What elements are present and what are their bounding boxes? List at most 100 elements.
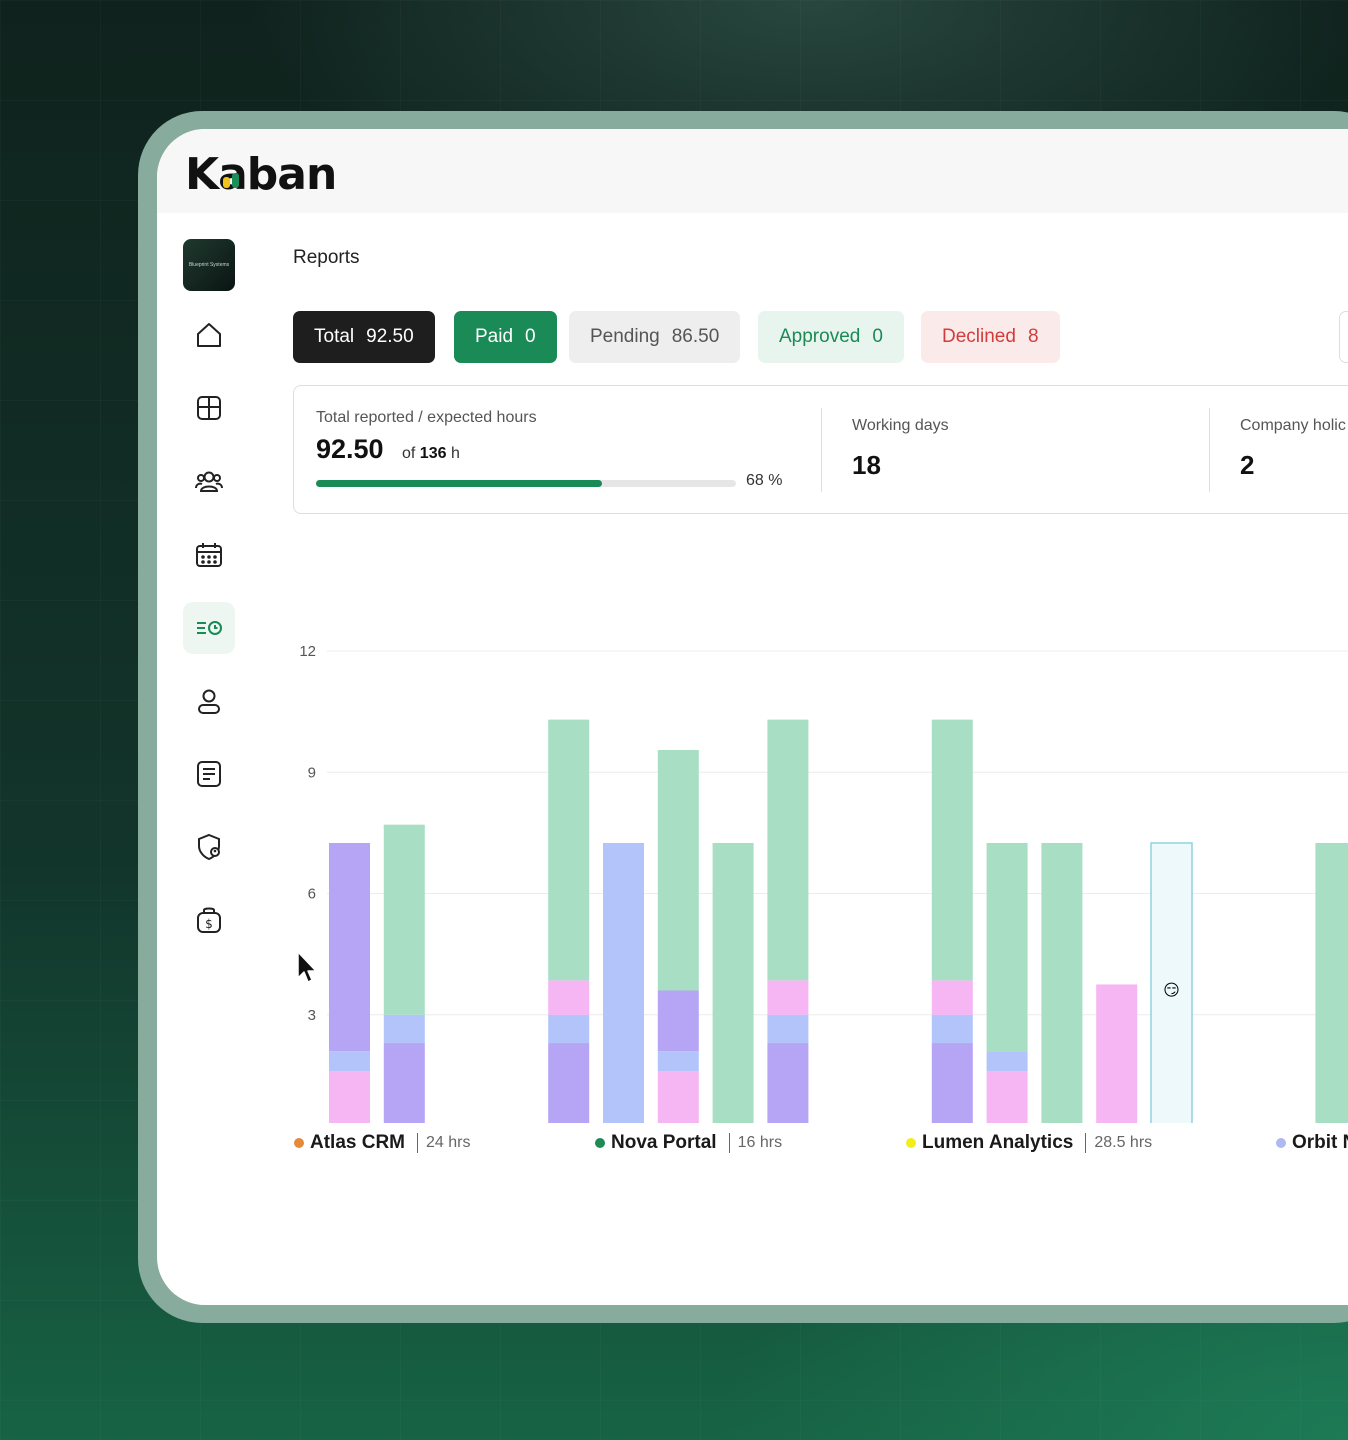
legend-item[interactable]: Atlas CRM 24 hrs xyxy=(294,1128,470,1158)
sidebar-item-security[interactable] xyxy=(183,821,235,873)
bar-cap xyxy=(383,824,425,829)
bar-cap xyxy=(1315,842,1348,847)
sidebar-item-profile[interactable] xyxy=(183,675,235,727)
legend-hours: 28.5 hrs xyxy=(1094,1134,1153,1151)
bar-segment[interactable] xyxy=(986,1051,1028,1072)
legend-item[interactable]: Lumen Analytics 28.5 hrs xyxy=(906,1128,1152,1158)
legend-separator xyxy=(1085,1133,1087,1153)
company-holidays-value: 2 xyxy=(1240,450,1255,480)
legend-item[interactable]: Orbit N xyxy=(1276,1128,1348,1158)
svg-text:$: $ xyxy=(205,917,213,931)
hours-progress-bar xyxy=(316,480,736,487)
filter-paid-label: Paid xyxy=(475,326,514,347)
bar-segment[interactable] xyxy=(329,842,370,1052)
bar-cap xyxy=(767,719,809,724)
home-icon xyxy=(197,323,221,347)
calendar-icon xyxy=(196,543,222,567)
app-screen: Kaban Blueprint Systems $ xyxy=(157,129,1348,1305)
bar-segment[interactable] xyxy=(548,980,590,1015)
legend-name: Nova Portal xyxy=(611,1132,717,1153)
mouse-cursor-icon xyxy=(297,951,317,983)
sidebar-item-expenses[interactable]: $ xyxy=(183,894,235,946)
filter-total-label: Total xyxy=(314,326,355,347)
bar-segment[interactable] xyxy=(712,842,754,1123)
sidebar-item-calendar[interactable] xyxy=(183,529,235,581)
filter-paid[interactable]: Paid 0 xyxy=(454,311,557,363)
hours-percent: 68 % xyxy=(746,472,783,489)
bar-segment[interactable] xyxy=(767,1014,809,1044)
bar-segment[interactable] xyxy=(548,1014,590,1044)
bar-segment[interactable] xyxy=(383,1043,425,1123)
bar-cap xyxy=(1096,984,1138,989)
sidebar-item-dashboard[interactable] xyxy=(183,382,235,434)
legend-separator xyxy=(417,1133,419,1153)
hours-expected: of 136 h xyxy=(402,445,460,463)
bar-segment[interactable] xyxy=(383,1014,425,1044)
sidebar-item-documents[interactable] xyxy=(183,748,235,800)
bar-segment[interactable] xyxy=(657,990,699,1052)
bar-segment[interactable] xyxy=(1096,984,1138,1123)
bar-cap xyxy=(931,719,973,724)
bar-segment[interactable] xyxy=(986,1071,1028,1123)
money-bag-icon: $ xyxy=(197,907,221,933)
hours-chart-svg: 129630Thu01Fri02Sat03Sun04Mon05Tue06Wed0… xyxy=(299,643,1348,1123)
bar-segment[interactable] xyxy=(1041,842,1083,1123)
bar-segment[interactable] xyxy=(657,750,699,991)
filter-approved-value: 0 xyxy=(872,326,883,347)
hours-label: Total reported / expected hours xyxy=(316,409,537,426)
main-content: Reports Total 92.50 Paid 0 Pending 86.50… xyxy=(293,213,1348,1305)
filter-total[interactable]: Total 92.50 xyxy=(293,311,435,363)
bar-segment[interactable] xyxy=(767,719,809,981)
bar-segment[interactable] xyxy=(931,719,973,981)
filter-pending[interactable]: Pending 86.50 xyxy=(569,311,741,363)
app-logo[interactable]: Kaban xyxy=(185,149,337,200)
y-tick-label: 12 xyxy=(299,643,316,660)
filter-declined[interactable]: Declined 8 xyxy=(921,311,1060,363)
sidebar-item-timesheets[interactable] xyxy=(183,602,235,654)
working-days-label: Working days xyxy=(852,417,949,434)
bar-cap xyxy=(548,719,590,724)
bar-segment[interactable] xyxy=(603,842,644,1123)
hours-value: 92.50 xyxy=(316,434,384,464)
sidebar-item-team[interactable] xyxy=(183,455,235,507)
bar-segment[interactable] xyxy=(329,1051,370,1072)
bar-segment[interactable] xyxy=(1315,842,1348,1123)
filter-more-button[interactable] xyxy=(1339,311,1348,363)
filter-approved[interactable]: Approved 0 xyxy=(758,311,904,363)
stats-divider xyxy=(821,408,822,492)
bar-segment[interactable] xyxy=(931,1043,973,1123)
workspace-avatar[interactable]: Blueprint Systems xyxy=(183,239,235,291)
bar-segment[interactable] xyxy=(548,719,590,981)
sidebar-item-home[interactable] xyxy=(183,309,235,361)
bar-cap xyxy=(603,842,644,847)
bar-segment[interactable] xyxy=(986,842,1028,1052)
bar-segment[interactable] xyxy=(548,1043,590,1123)
bar-cap xyxy=(657,750,699,755)
bar-segment[interactable] xyxy=(767,980,809,1015)
stats-divider xyxy=(1209,408,1210,492)
filter-pending-label: Pending xyxy=(590,326,660,347)
legend-item[interactable]: Nova Portal 16 hrs xyxy=(595,1128,782,1158)
working-days-value: 18 xyxy=(852,450,881,480)
bar-segment[interactable] xyxy=(657,1071,699,1123)
hours-expected-value: 136 xyxy=(419,445,447,462)
bar-segment[interactable] xyxy=(931,1014,973,1044)
bar-segment[interactable] xyxy=(1150,842,1193,1123)
filter-approved-label: Approved xyxy=(779,326,861,347)
page-title: Reports xyxy=(293,247,360,268)
hours-chart: 129630Thu01Fri02Sat03Sun04Mon05Tue06Wed0… xyxy=(293,543,1348,1123)
bar-segment[interactable] xyxy=(329,1071,370,1123)
list-clock-icon xyxy=(197,621,222,635)
bar-segment[interactable] xyxy=(767,1043,809,1123)
bar-cap xyxy=(1041,842,1083,847)
document-icon xyxy=(197,761,221,787)
filter-declined-value: 8 xyxy=(1027,326,1039,347)
legend-dot xyxy=(1276,1138,1286,1148)
bar-segment[interactable] xyxy=(931,980,973,1015)
legend-name: Lumen Analytics xyxy=(922,1132,1074,1153)
bar-segment[interactable] xyxy=(383,824,425,1015)
bar-segment[interactable] xyxy=(657,1051,699,1072)
y-tick-label: 3 xyxy=(308,1007,316,1024)
y-tick-label: 9 xyxy=(308,764,316,781)
stats-card: Total reported / expected hours 92.50 of… xyxy=(293,385,1348,514)
